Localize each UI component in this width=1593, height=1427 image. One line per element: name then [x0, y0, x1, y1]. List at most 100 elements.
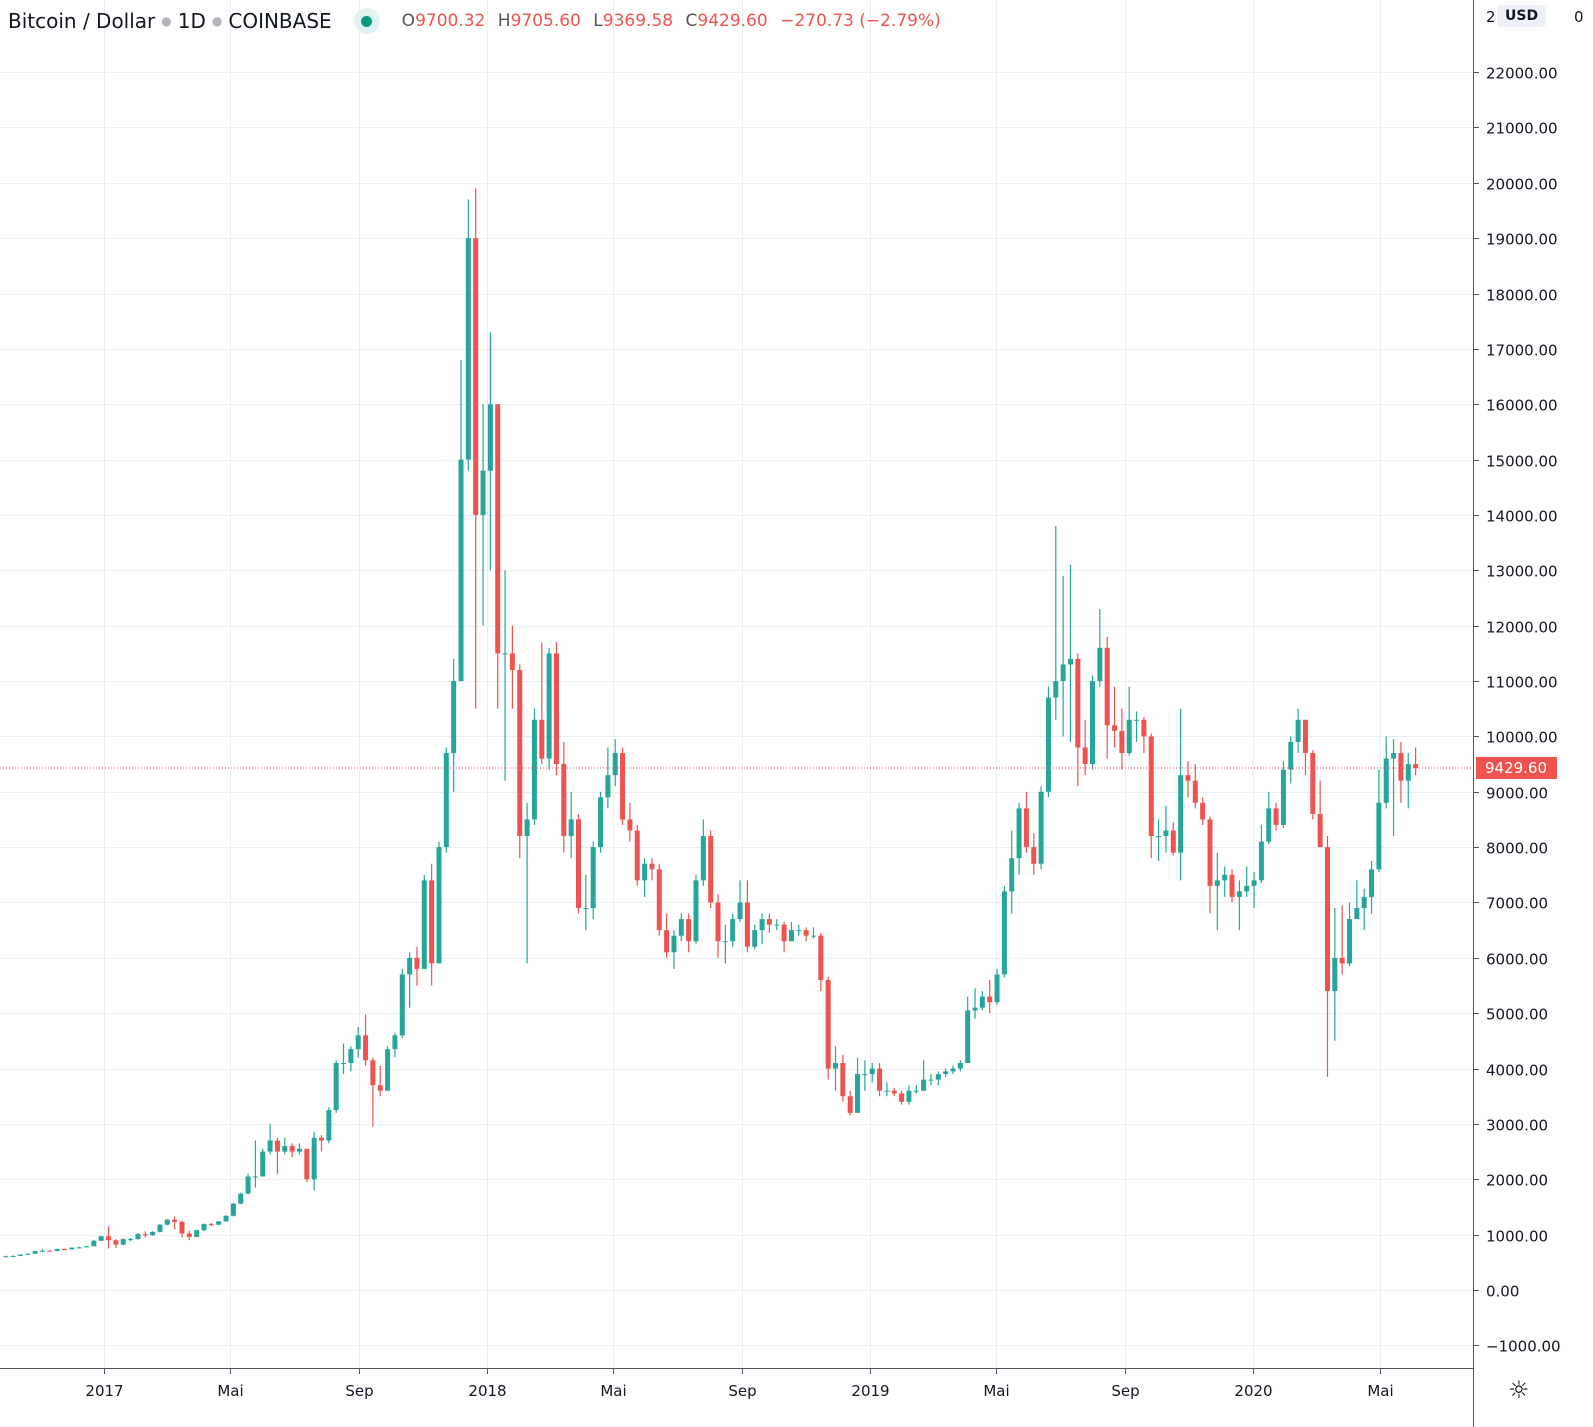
candle-body [803, 930, 809, 936]
candle-body [1361, 896, 1367, 909]
candle [950, 1065, 956, 1075]
candle-body [686, 919, 692, 942]
gear-icon[interactable]: ☼ [1508, 1376, 1530, 1404]
candle-body [1207, 819, 1213, 886]
candle-body [385, 1049, 391, 1091]
candle [421, 874, 427, 969]
candle [634, 824, 640, 886]
candle-body [781, 924, 787, 942]
candle-body [884, 1090, 890, 1092]
candle-body [590, 847, 596, 909]
candle [517, 664, 523, 859]
candle-body [620, 753, 626, 820]
candle [113, 1239, 119, 1248]
time-axis[interactable]: 2017 Mai Sep 2018 Mai Sep 2019 Mai Sep 2020 Mai [85, 1368, 1394, 1400]
candle-body [421, 880, 427, 969]
candle-body [1038, 791, 1044, 864]
candle [399, 968, 405, 1039]
price-tick-label: 17000.00 [1486, 342, 1558, 360]
candle [1075, 653, 1081, 787]
candle [1156, 819, 1162, 861]
candle-body [282, 1146, 288, 1152]
candle-body [1170, 830, 1176, 853]
open-label: O [401, 11, 416, 31]
candle [311, 1132, 317, 1191]
candle-body [1376, 802, 1382, 870]
candle-body [810, 935, 816, 937]
symbol-name[interactable]: Bitcoin / Dollar [8, 9, 156, 33]
market-status-icon[interactable] [353, 8, 380, 34]
candle [407, 952, 413, 1008]
candle-body [553, 653, 559, 765]
candle [568, 791, 574, 859]
candle-body [1104, 647, 1110, 726]
candle-body [855, 1074, 861, 1113]
candle-body [1398, 753, 1404, 781]
candle [855, 1057, 861, 1113]
candle-body [194, 1230, 200, 1237]
candle-body [1031, 847, 1037, 864]
candle-body [1339, 957, 1345, 964]
candle [1163, 805, 1169, 853]
candle-body [1236, 891, 1242, 897]
candle-body [54, 1249, 60, 1251]
candle-body [517, 669, 523, 837]
candle [341, 1043, 347, 1075]
price-axis[interactable]: 22000.00 21000.00 20000.00 19000.00 18000.00… [1473, 65, 1561, 1356]
candle [216, 1220, 222, 1226]
candle-body [443, 753, 449, 848]
interval[interactable]: 1D [177, 9, 206, 33]
candle [627, 802, 633, 842]
candle-body [1273, 808, 1279, 825]
candle [458, 359, 464, 682]
candle [1148, 733, 1154, 859]
price-tick-label: 6000.00 [1486, 951, 1548, 969]
candle-body [899, 1093, 905, 1102]
candle [862, 1060, 868, 1091]
candle-body [260, 1151, 266, 1177]
candle [1251, 872, 1257, 909]
candle [715, 894, 721, 958]
candle [774, 919, 780, 931]
currency-button[interactable]: USD [1497, 5, 1547, 27]
last-price-value: 9429.60 [1485, 759, 1547, 777]
candle [289, 1143, 295, 1158]
price-tick-label: 18000.00 [1486, 287, 1558, 305]
candle [1413, 747, 1419, 776]
price-tick-label: 21000.00 [1486, 120, 1558, 138]
candle [1170, 822, 1176, 856]
candle-body [172, 1219, 178, 1222]
candle [1097, 609, 1103, 687]
candle-body [1163, 830, 1169, 837]
candle [891, 1087, 897, 1097]
candle-body [766, 919, 772, 925]
candle-body [1405, 764, 1411, 781]
candle-body [568, 819, 574, 837]
candle [877, 1063, 883, 1097]
candle-body [1244, 885, 1250, 892]
candle-body [106, 1236, 112, 1241]
candle-body [1295, 719, 1301, 742]
candle [150, 1231, 156, 1236]
candle-body [25, 1253, 31, 1255]
candle-body [1383, 758, 1389, 803]
open-value: 9700.32 [415, 11, 486, 31]
candle [1324, 836, 1330, 1077]
candle-body [1251, 880, 1257, 886]
price-tick-label: 11000.00 [1486, 674, 1558, 692]
candle [1369, 860, 1375, 914]
candle-body [1258, 841, 1264, 881]
candle-body [1413, 764, 1419, 768]
candle-body [473, 238, 479, 515]
candle [238, 1192, 244, 1205]
candle-body [737, 902, 743, 920]
candle [17, 1254, 23, 1257]
candle [1134, 711, 1140, 742]
candle-body [891, 1090, 897, 1094]
candle-body [91, 1240, 97, 1247]
candle [1112, 686, 1118, 748]
candle [1104, 636, 1110, 759]
candle [473, 188, 479, 709]
candle [91, 1240, 97, 1247]
